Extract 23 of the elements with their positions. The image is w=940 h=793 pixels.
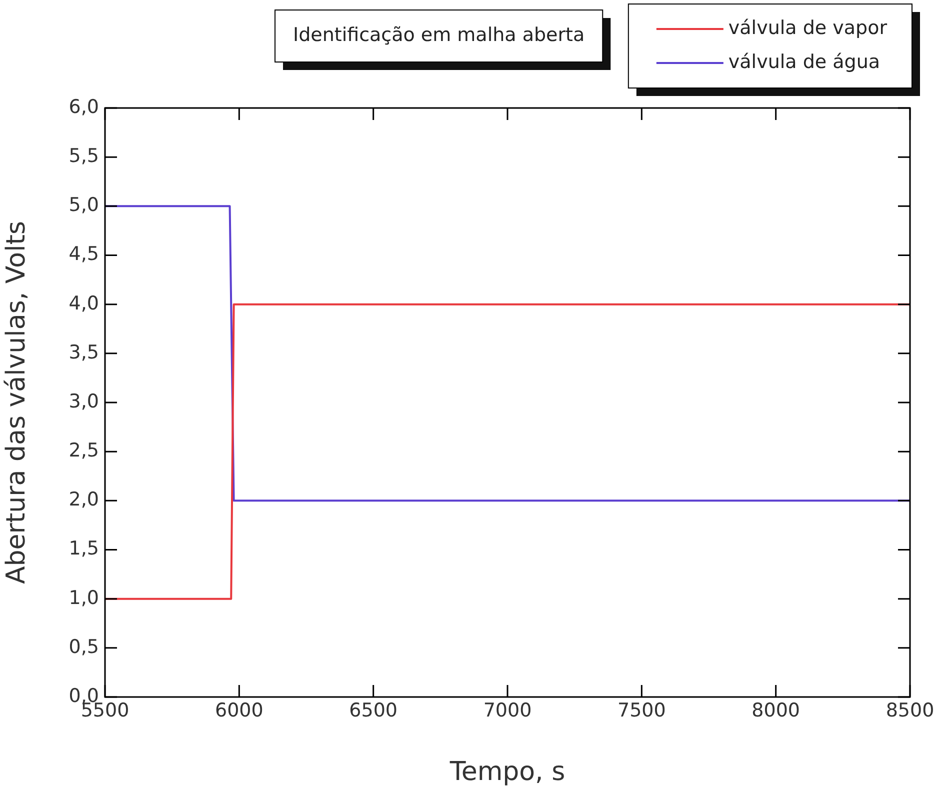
x-tick-label: 6000 xyxy=(214,699,264,722)
y-tick-label: 4,5 xyxy=(68,243,99,266)
y-tick-label: 4,0 xyxy=(68,292,99,314)
x-tick-label: 7500 xyxy=(617,699,666,722)
x-tick-label: 6500 xyxy=(349,699,398,722)
x-tick-label: 8500 xyxy=(886,699,934,722)
y-tick-label: 5,0 xyxy=(68,194,99,216)
y-tick-label: 3,0 xyxy=(68,390,99,412)
y-tick-label: 1,0 xyxy=(68,586,99,609)
legend-label: válvula de água xyxy=(728,50,880,73)
y-tick-label: 3,5 xyxy=(68,341,99,364)
x-axis-title: Tempo, s xyxy=(448,757,566,788)
y-tick-label: 0,5 xyxy=(68,636,99,658)
y-tick-label: 6,0 xyxy=(68,96,99,118)
y-tick-label: 2,5 xyxy=(68,440,99,462)
y-tick-label: 1,5 xyxy=(68,538,99,560)
legend-label: válvula de vapor xyxy=(728,16,888,39)
y-tick-label: 5,5 xyxy=(68,145,99,168)
y-axis-title: Abertura das válvulas, Volts xyxy=(1,220,32,584)
x-tick-label: 7000 xyxy=(483,699,532,722)
y-tick-label: 2,0 xyxy=(68,488,99,511)
chart-title: Identificação em malha aberta xyxy=(293,24,585,46)
x-tick-label: 8000 xyxy=(752,699,800,722)
